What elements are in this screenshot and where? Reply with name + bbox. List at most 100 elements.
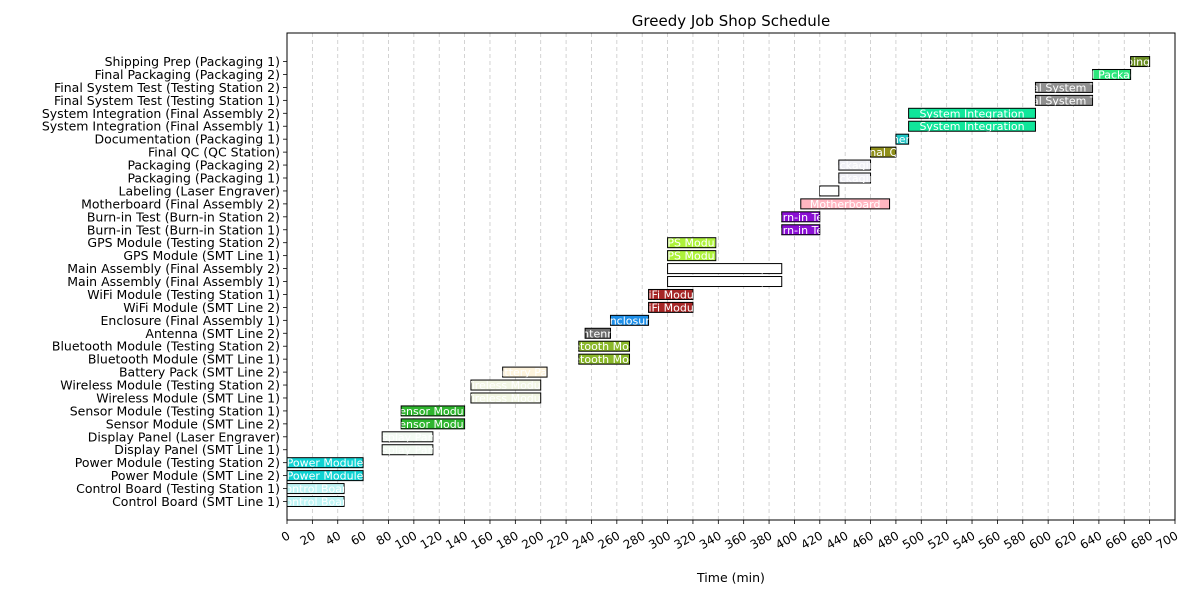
task-bar: Packaging bbox=[827, 159, 883, 172]
x-tick-label: 280 bbox=[621, 528, 648, 552]
task-bar: Bluetooth Module bbox=[556, 340, 653, 353]
x-tick-label: 380 bbox=[748, 528, 775, 552]
x-tick-label: 300 bbox=[646, 528, 673, 552]
y-tick-label: Bluetooth Module (Testing Station 2) bbox=[52, 339, 280, 354]
task-bar: Battery Pack bbox=[490, 366, 560, 379]
y-tick-label: Shipping Prep (Packaging 1) bbox=[105, 54, 280, 69]
x-tick-label: 640 bbox=[1078, 528, 1105, 552]
x-tick-label: 400 bbox=[773, 528, 800, 552]
task-bar: Burn-in Test bbox=[781, 224, 821, 236]
bar-rect bbox=[1130, 56, 1151, 68]
bar-rect bbox=[400, 418, 466, 430]
bar-rect bbox=[838, 159, 872, 171]
task-bar: Enclosure bbox=[609, 314, 650, 326]
task-bar: Labeling bbox=[819, 185, 840, 197]
task-bar: Display Panel bbox=[371, 444, 445, 457]
bar-label: Wireless Module bbox=[461, 392, 551, 405]
x-tick-label: 440 bbox=[824, 528, 851, 552]
y-tick-label: Final System Test (Testing Station 2) bbox=[54, 80, 280, 95]
x-axis: 0 20 40 60 801001201401601802002202402602803… bbox=[279, 520, 1181, 552]
bar-rect bbox=[609, 314, 650, 326]
y-axis: Control Board (SMT Line 1)Control Board … bbox=[42, 54, 287, 509]
y-tick-label: Packaging (Packaging 2) bbox=[127, 158, 280, 173]
bar-rect bbox=[819, 185, 840, 197]
x-tick-label: 660 bbox=[1103, 528, 1130, 552]
y-tick-label: Bluetooth Module (SMT Line 1) bbox=[88, 352, 280, 367]
x-tick-label: 260 bbox=[595, 528, 622, 552]
x-tick-label: 680 bbox=[1128, 528, 1155, 552]
task-bar: Main Assembly bbox=[667, 263, 783, 275]
bar-rect bbox=[381, 444, 434, 456]
bar-rect bbox=[287, 496, 345, 507]
y-tick-label: Power Module (Testing Station 2) bbox=[75, 455, 280, 470]
bar-rect bbox=[648, 301, 694, 313]
bar-rect bbox=[781, 211, 821, 223]
x-tick-label: 360 bbox=[722, 528, 749, 552]
y-tick-label: System Integration (Final Assembly 1) bbox=[42, 119, 280, 134]
bar-label: Display Panel bbox=[371, 431, 445, 444]
bar-rect bbox=[584, 327, 611, 339]
y-tick-label: Labeling (Laser Engraver) bbox=[119, 183, 281, 198]
x-tick-label: 80 bbox=[374, 528, 394, 548]
bar-rect bbox=[648, 288, 694, 300]
x-tick-label: 220 bbox=[545, 528, 572, 552]
bar-rect bbox=[502, 366, 548, 378]
bar-label: Final Packaging bbox=[1069, 68, 1154, 81]
bar-label: Bluetooth Module bbox=[556, 353, 653, 366]
task-bar: Control Board bbox=[287, 496, 345, 507]
x-axis-label: Time (min) bbox=[696, 570, 765, 585]
x-tick-label: 240 bbox=[570, 528, 597, 552]
task-bar: Wireless Module bbox=[461, 379, 551, 392]
y-tick-label: Battery Pack (SMT Line 2) bbox=[119, 365, 280, 380]
bar-label: Display Panel bbox=[371, 444, 445, 457]
y-tick-label: Enclosure (Final Assembly 1) bbox=[101, 313, 281, 328]
x-tick-label: 520 bbox=[925, 528, 952, 552]
bar-rect bbox=[908, 107, 1036, 119]
bar-rect bbox=[381, 431, 434, 443]
x-tick-label: 420 bbox=[798, 528, 825, 552]
task-bar: Final QC bbox=[870, 146, 897, 158]
bar-rect bbox=[400, 405, 466, 417]
plot-frame bbox=[286, 32, 1176, 521]
y-tick-label: GPS Module (Testing Station 2) bbox=[87, 235, 280, 250]
task-bar: Motherboard bbox=[800, 198, 891, 210]
y-tick-label: Final System Test (Testing Station 1) bbox=[54, 93, 280, 108]
bar-rect bbox=[287, 470, 364, 482]
x-tick-label: 480 bbox=[875, 528, 902, 552]
chart-title: Greedy Job Shop Schedule bbox=[632, 12, 830, 30]
x-tick-label: 60 bbox=[348, 528, 368, 548]
bar-label: Wireless Module bbox=[461, 379, 551, 392]
bar-label: Bluetooth Module bbox=[556, 340, 653, 353]
task-bar: Shipping Prep bbox=[1130, 56, 1151, 68]
y-tick-label: WiFi Module (Testing Station 1) bbox=[87, 287, 280, 302]
bar-label: Final System Test bbox=[1016, 81, 1112, 94]
bar-rect bbox=[895, 133, 910, 145]
y-tick-label: Main Assembly (Final Assembly 1) bbox=[67, 274, 280, 289]
task-bar: Power Module bbox=[287, 457, 364, 469]
bar-label: Battery Pack bbox=[490, 366, 560, 379]
task-bar: Sensor Module bbox=[400, 405, 466, 417]
bar-label: Packaging bbox=[827, 159, 883, 172]
x-tick-label: 600 bbox=[1027, 528, 1054, 552]
bar-rect bbox=[578, 340, 631, 352]
x-tick-label: 200 bbox=[519, 528, 546, 552]
task-bar: Power Module bbox=[287, 470, 364, 482]
x-tick-label: 40 bbox=[323, 528, 343, 548]
task-bar: GPS Module bbox=[667, 250, 717, 262]
task-bar: Control Board bbox=[287, 483, 345, 495]
y-tick-label: Final Packaging (Packaging 2) bbox=[95, 67, 280, 82]
x-tick-label: 460 bbox=[849, 528, 876, 552]
x-tick-label: 100 bbox=[393, 528, 420, 552]
bar-label: System Integration bbox=[919, 120, 1024, 133]
bar-rect bbox=[1034, 94, 1094, 106]
bar-label: Antenna bbox=[575, 327, 621, 340]
y-tick-label: Sensor Module (Testing Station 1) bbox=[70, 403, 280, 418]
y-tick-label: Display Panel (SMT Line 1) bbox=[114, 442, 280, 457]
x-tick-label: 580 bbox=[1001, 528, 1028, 552]
bar-label: WiFi Module bbox=[638, 288, 704, 301]
y-tick-label: Documentation (Packaging 1) bbox=[95, 132, 280, 147]
x-tick-label: 120 bbox=[418, 528, 445, 552]
bar-rect bbox=[800, 198, 891, 210]
